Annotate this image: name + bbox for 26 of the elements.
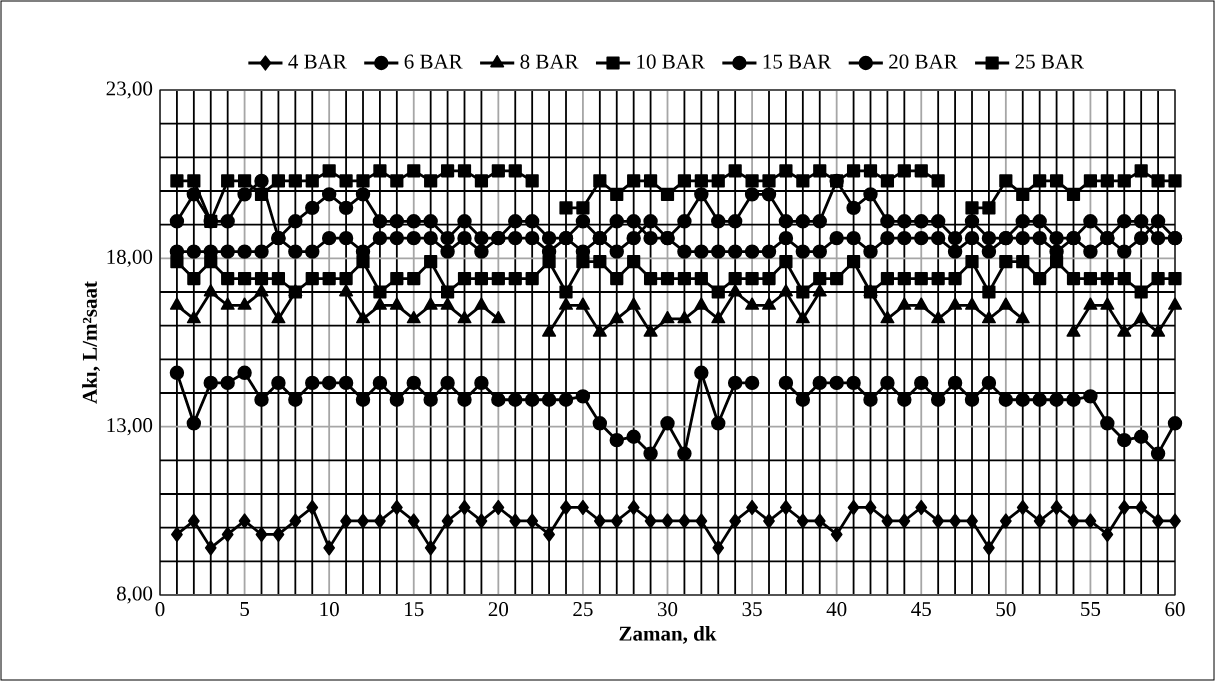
y-tick-label: 13,00 [107,418,153,436]
x-tick-label: 50 [996,602,1016,617]
legend-label: 25 BAR [1015,54,1084,69]
legend-label: 10 BAR [637,54,705,69]
x-tick-label: 45 [911,602,931,617]
x-tick-label: 5 [240,602,249,617]
y-axis-title: Akı, L/m²saat [82,281,100,404]
x-tick-label: 10 [320,602,339,617]
y-tick-label: 8,00 [116,586,153,604]
y-tick-label: 18,00 [107,249,153,267]
legend-label: 4 BAR [288,54,347,69]
x-tick-label: 35 [742,602,762,617]
x-tick-label: 30 [658,602,678,617]
legend-label: 15 BAR [763,54,832,69]
x-tick-label: 15 [405,602,424,617]
legend-label: 20 BAR [889,54,958,69]
x-tick-label: 25 [573,602,593,617]
x-tick-label: 20 [488,602,509,617]
x-tick-label: 40 [826,602,847,617]
x-tick-label: 55 [1081,602,1101,617]
y-tick-label: 23,00 [106,81,153,99]
x-axis-title: Zaman, dk [619,625,717,644]
x-tick-label: 0 [155,602,165,617]
legend-label: 6 BAR [404,54,463,69]
x-tick-label: 60 [1165,602,1185,617]
legend-label: 8 BAR [520,54,579,69]
